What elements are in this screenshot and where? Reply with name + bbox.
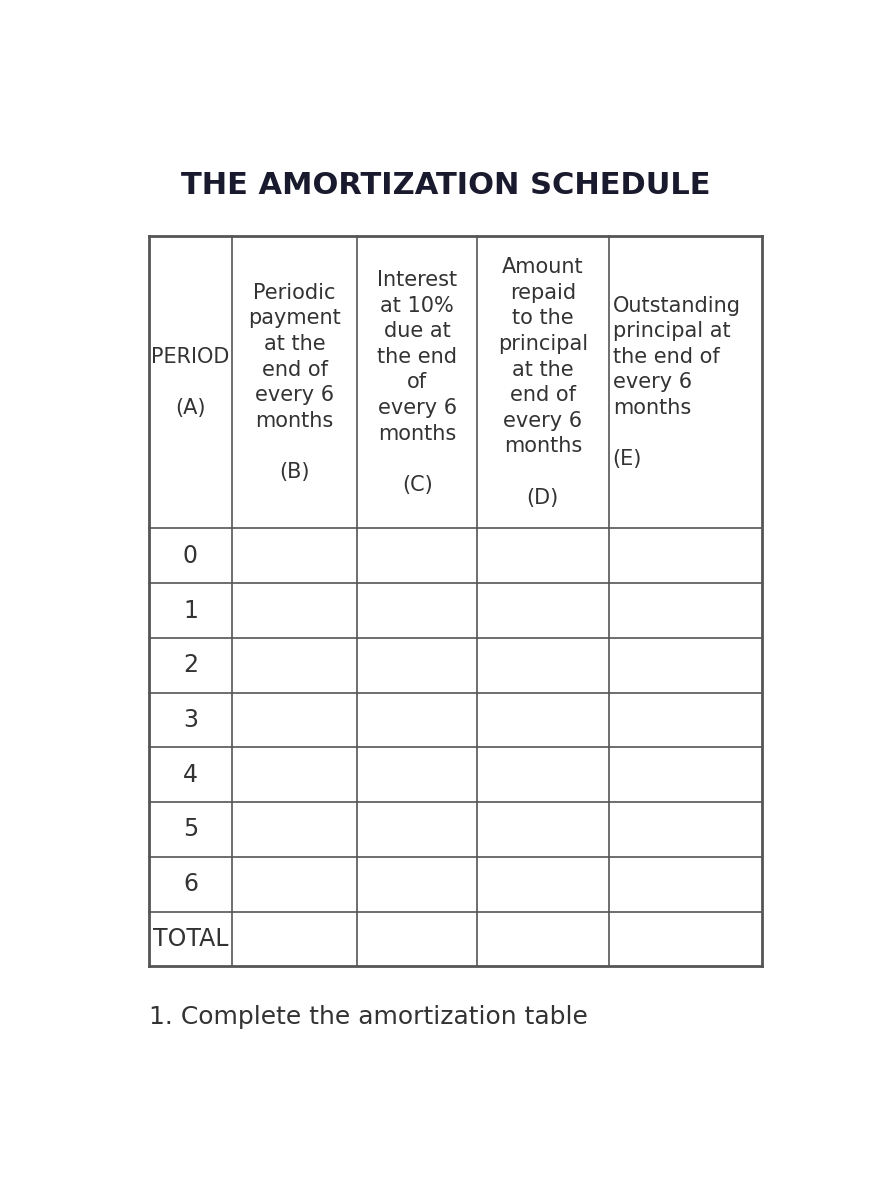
Text: 2: 2 [182,653,198,677]
Text: 5: 5 [182,817,198,841]
Text: 1: 1 [183,599,198,623]
Text: 3: 3 [182,708,198,732]
Text: Amount
repaid
to the
principal
at the
end of
every 6
months

(D): Amount repaid to the principal at the en… [498,257,587,508]
Text: THE AMORTIZATION SCHEDULE: THE AMORTIZATION SCHEDULE [181,172,710,200]
Text: Outstanding
principal at
the end of
every 6
months

(E): Outstanding principal at the end of ever… [613,295,740,469]
Text: Interest
at 10%
due at
the end
of
every 6
months

(C): Interest at 10% due at the end of every … [377,270,457,494]
Text: Periodic
payment
at the
end of
every 6
months

(B): Periodic payment at the end of every 6 m… [249,283,341,482]
Text: TOTAL: TOTAL [153,926,229,950]
Text: 0: 0 [182,544,198,568]
Text: 1. Complete the amortization table: 1. Complete the amortization table [149,1006,588,1030]
Text: PERIOD

(A): PERIOD (A) [151,347,229,418]
Text: 6: 6 [182,872,198,896]
Text: 4: 4 [182,763,198,787]
